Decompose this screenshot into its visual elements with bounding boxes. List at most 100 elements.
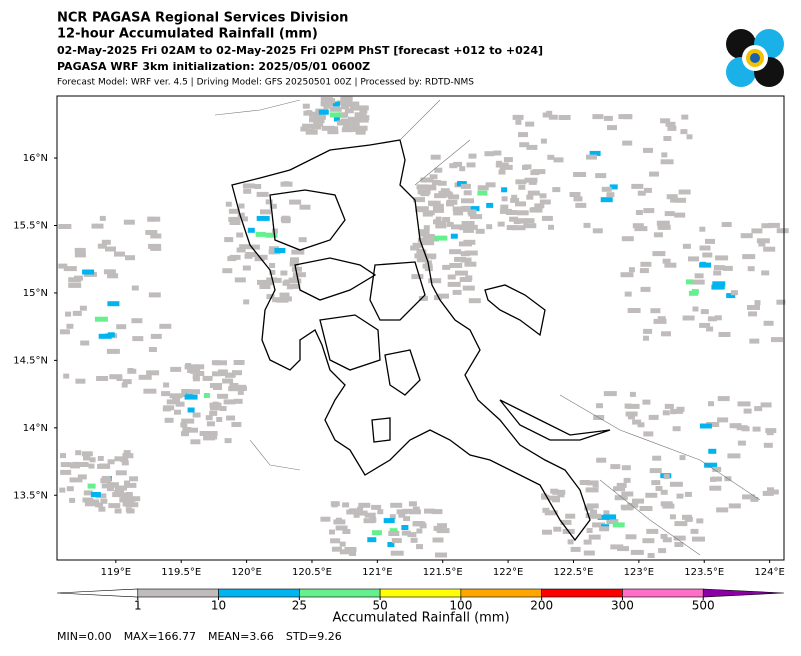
rain-cell [422,211,433,217]
rain-cell [440,188,450,194]
rain-cell [632,223,644,229]
rain-cell [403,516,411,522]
rain-cell [643,147,653,153]
rain-cell [647,553,655,558]
rain-cell [266,294,275,300]
rain-cell [429,174,438,180]
rain-cell [692,536,705,542]
rain-cell [433,207,444,213]
y-tick-label: 15.5°N [13,220,48,231]
rain-cell [269,246,280,252]
rain-cell [106,482,119,488]
rain-cell [459,166,466,172]
rain-cell [241,216,248,222]
rain-cell [463,227,474,233]
rain-cell [653,318,667,324]
rain-cell [754,406,763,412]
rain-cell [597,514,610,520]
rain-cell [575,202,587,208]
rain-cell [97,456,104,461]
rain-cell [202,375,213,381]
rain-cell [199,431,211,436]
rain-cell [391,538,402,544]
rain-cell [599,526,610,532]
rain-cell [99,215,106,221]
rain-cell [524,177,538,183]
rain-cell [727,453,741,459]
rain-cell [592,114,604,120]
rain-cell [417,189,431,195]
rain-cell [205,415,213,421]
rain-cell [661,152,668,158]
colorbar-tick-label: 10 [211,599,226,613]
rain-cell [586,480,599,486]
rain-cell [330,501,340,507]
rain-cell [435,223,447,229]
colorbar-segment [137,588,219,598]
rain-cell [626,403,640,409]
rain-cell [398,512,406,518]
rain-cell [672,426,681,432]
rain-cell [717,417,729,423]
rain-cell [640,261,652,267]
rain-cell [643,431,654,437]
rain-cell [416,544,423,550]
rain-cell [72,461,79,467]
colorbar-tick-label: 100 [449,599,472,613]
x-tick-label: 119°E [101,567,131,578]
colorbar-segment [379,588,462,598]
rain-cell [646,528,659,534]
rain-cell [613,486,626,492]
rain-cell [289,261,299,267]
rain-cell [501,187,508,193]
rain-cell [692,306,699,312]
rain-cell [655,486,663,491]
rain-cell [686,279,693,285]
x-tick-label: 120.5°E [292,567,332,578]
rain-cell [105,246,116,252]
rain-cell [217,369,228,375]
rain-cell [358,502,371,508]
rain-cell [357,105,369,111]
rain-cell [159,323,172,329]
rain-cell [108,503,121,509]
rain-cell [653,232,663,238]
rain-cell [708,401,714,407]
rain-cell [680,129,688,135]
rain-cell [388,531,400,536]
rain-cell [726,293,736,299]
rain-cell [174,409,181,415]
rain-cell [712,476,722,482]
rain-cell [470,206,480,212]
rain-cell [699,226,706,232]
rain-cell [338,112,349,118]
rain-cell [442,217,451,222]
rain-cell [123,450,131,456]
rain-cell [486,202,494,208]
rain-cell [434,235,448,241]
rain-cell [100,498,108,504]
rain-cell [148,347,157,352]
colorbar: 1 10 25 50 100 200 300 500 [56,588,785,613]
rain-cell [357,125,368,131]
rain-cell [322,101,329,107]
rain-cell [341,104,349,110]
rain-cell [620,272,634,278]
rain-cell [59,329,70,335]
stat: MIN=0.00 [57,630,112,643]
rain-cell [390,502,403,508]
rain-cell [125,255,135,261]
rain-cell [231,422,242,427]
x-tick-label: 121.5°E [423,567,463,578]
stats: MIN=0.00 MAX=166.77 MEAN=3.66 STD=9.26 [57,630,342,643]
rain-cell [63,373,70,379]
rain-cell [150,233,162,239]
rain-cell [143,388,157,394]
rain-cell [674,212,686,218]
rain-cell [433,219,441,225]
rain-cell [181,389,191,394]
rain-cell [542,529,552,535]
rain-cell [627,414,635,420]
colorbar-segment [541,588,623,598]
rain-cell [519,142,530,148]
